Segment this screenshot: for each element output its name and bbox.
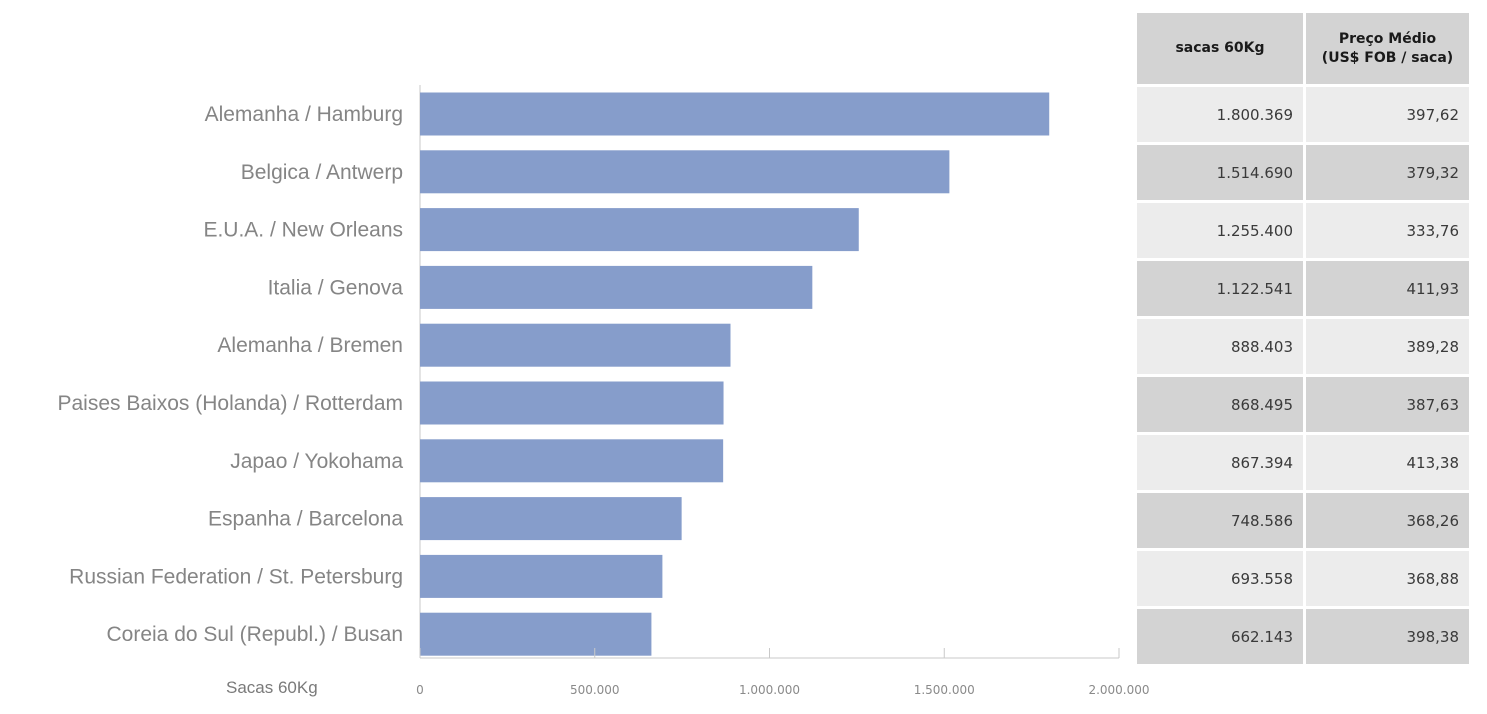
- x-tick-label: 2.000.000: [1088, 683, 1149, 697]
- x-tick-label: 1.000.000: [739, 683, 800, 697]
- table-row: 1.255.400 333,76: [1137, 203, 1469, 258]
- category-label: Paises Baixos (Holanda) / Rotterdam: [58, 392, 404, 415]
- cell-sacas: 662.143: [1137, 609, 1303, 664]
- bar-4: [420, 265, 813, 309]
- cell-sacas: 867.394: [1137, 435, 1303, 490]
- table-row: 1.122.541 411,93: [1137, 261, 1469, 316]
- cell-preco: 398,38: [1306, 609, 1469, 664]
- x-axis-title: Sacas 60Kg: [226, 678, 318, 697]
- cell-preco: 379,32: [1306, 145, 1469, 200]
- category-label: Alemanha / Hamburg: [205, 103, 403, 126]
- table-header-row: sacas 60Kg Preço Médio (US$ FOB / saca): [1137, 13, 1469, 84]
- bar-2: [420, 150, 950, 194]
- category-label: Coreia do Sul (Republ.) / Busan: [107, 623, 404, 646]
- bar-8: [420, 497, 682, 541]
- cell-sacas: 1.514.690: [1137, 145, 1303, 200]
- bar-5: [420, 323, 731, 367]
- cell-sacas: 868.495: [1137, 377, 1303, 432]
- header-preco-medio: Preço Médio (US$ FOB / saca): [1306, 13, 1469, 84]
- cell-preco: 413,38: [1306, 435, 1469, 490]
- cell-preco: 387,63: [1306, 377, 1469, 432]
- bar-1: [420, 92, 1050, 136]
- cell-sacas: 1.122.541: [1137, 261, 1303, 316]
- table-row: 888.403 389,28: [1137, 319, 1469, 374]
- cell-preco: 368,88: [1306, 551, 1469, 606]
- table-row: 693.558 368,88: [1137, 551, 1469, 606]
- category-label: Japao / Yokohama: [230, 450, 403, 473]
- bar-3: [420, 208, 859, 252]
- cell-preco: 397,62: [1306, 87, 1469, 142]
- bar-7: [420, 439, 724, 483]
- category-label: E.U.A. / New Orleans: [203, 219, 403, 242]
- category-label: Alemanha / Bremen: [217, 334, 403, 357]
- category-label: Italia / Genova: [268, 276, 404, 299]
- data-table: sacas 60Kg Preço Médio (US$ FOB / saca) 1…: [1134, 10, 1472, 667]
- bar-10: [420, 612, 652, 656]
- table-row: 748.586 368,26: [1137, 493, 1469, 548]
- x-tick-label: 1.500.000: [914, 683, 975, 697]
- cell-preco: 333,76: [1306, 203, 1469, 258]
- category-label: Belgica / Antwerp: [241, 161, 403, 184]
- table-row: 1.514.690 379,32: [1137, 145, 1469, 200]
- table-row: 867.394 413,38: [1137, 435, 1469, 490]
- category-label: Espanha / Barcelona: [208, 508, 403, 531]
- bar-6: [420, 381, 724, 425]
- cell-sacas: 693.558: [1137, 551, 1303, 606]
- cell-sacas: 888.403: [1137, 319, 1303, 374]
- cell-sacas: 1.800.369: [1137, 87, 1303, 142]
- cell-sacas: 1.255.400: [1137, 203, 1303, 258]
- cell-preco: 411,93: [1306, 261, 1469, 316]
- cell-preco: 368,26: [1306, 493, 1469, 548]
- cell-preco: 389,28: [1306, 319, 1469, 374]
- table-row: 662.143 398,38: [1137, 609, 1469, 664]
- cell-sacas: 748.586: [1137, 493, 1303, 548]
- header-sacas: sacas 60Kg: [1137, 13, 1303, 84]
- table-row: 1.800.369 397,62: [1137, 87, 1469, 142]
- x-tick-label: 500.000: [570, 683, 620, 697]
- table-row: 868.495 387,63: [1137, 377, 1469, 432]
- bar-9: [420, 554, 663, 598]
- x-tick-label: 0: [416, 683, 424, 697]
- category-label: Russian Federation / St. Petersburg: [69, 565, 403, 588]
